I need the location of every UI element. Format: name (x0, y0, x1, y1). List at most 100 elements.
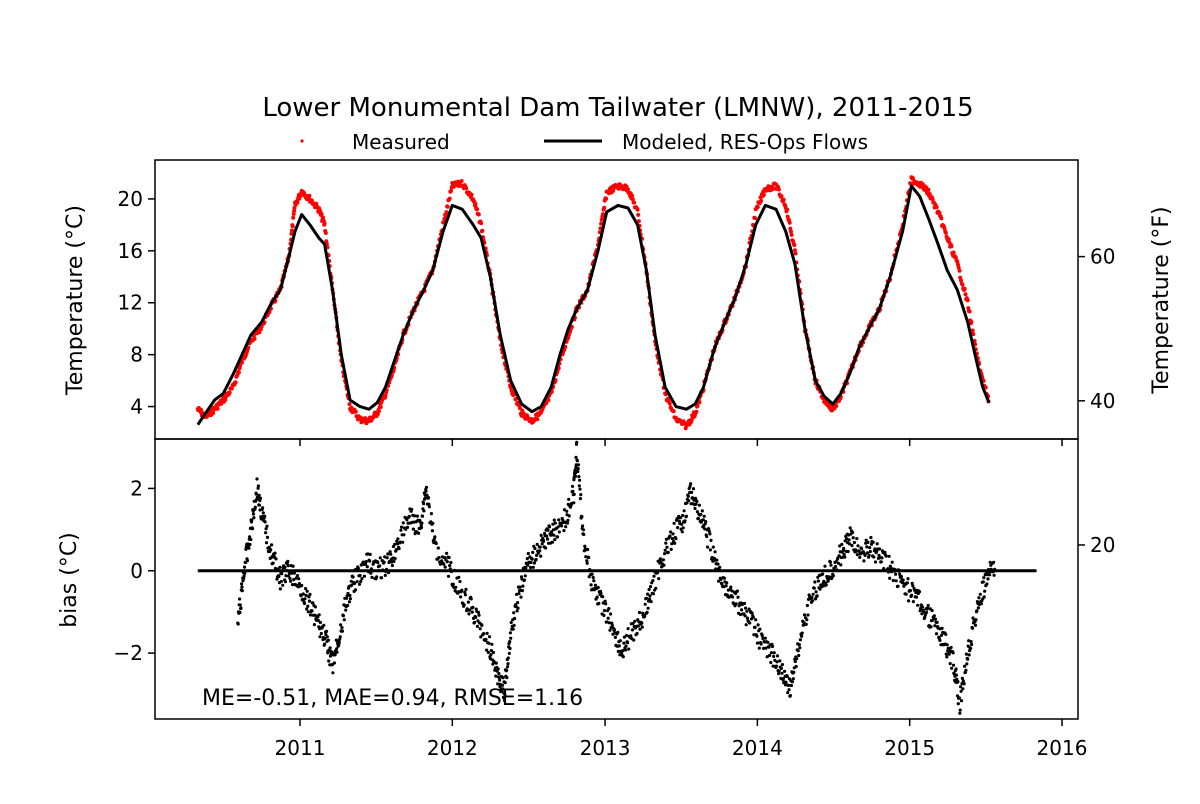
bias-point (360, 577, 364, 581)
bias-point (992, 560, 996, 565)
legend-label-measured: Measured (352, 130, 450, 154)
x-axis: 2011 2012 2013 2014 2015 2016 (275, 439, 1087, 760)
bias-point (565, 509, 569, 513)
bias-point (945, 655, 949, 659)
bias-point (555, 535, 560, 539)
bias-point (907, 599, 911, 603)
bias-point (924, 610, 929, 615)
bias-point (277, 574, 281, 579)
bias-point (945, 643, 949, 647)
bias-point (243, 571, 247, 575)
measured-point (966, 306, 971, 311)
bias-point (800, 631, 804, 635)
y-tick-label: 20 (118, 187, 143, 211)
bias-point (552, 533, 556, 537)
bias-point (837, 554, 841, 558)
bias-point (794, 664, 798, 669)
bias-point (376, 561, 380, 565)
bias-point (646, 606, 650, 610)
bias-point (464, 587, 468, 592)
bias-point (588, 569, 592, 573)
measured-point (546, 398, 551, 403)
measured-point (383, 393, 388, 398)
bias-point (678, 516, 683, 520)
bias-point (898, 572, 902, 577)
measured-point (965, 298, 970, 303)
bias-point (883, 550, 887, 554)
measured-point (307, 193, 312, 198)
bias-point (308, 613, 313, 617)
bias-point (366, 570, 371, 574)
measured-point (535, 417, 540, 422)
bias-point (551, 528, 556, 532)
bias-point (348, 597, 352, 601)
bias-point (253, 505, 257, 509)
bias-point (436, 546, 440, 550)
bias-point (242, 576, 246, 581)
bias-point (258, 496, 263, 500)
bias-point (970, 642, 974, 647)
bias-point (851, 530, 855, 535)
bias-point (337, 640, 341, 644)
bias-point (317, 613, 321, 617)
bias-point (627, 647, 631, 651)
bias-point (964, 668, 968, 672)
bias-point (311, 601, 315, 605)
bias-point (991, 570, 995, 574)
bias-point (519, 595, 523, 599)
bias-point (542, 539, 546, 543)
bias-point (648, 597, 652, 601)
bias-point (635, 631, 639, 636)
bias-point (313, 605, 317, 609)
bias-point (471, 605, 475, 609)
measured-point (930, 197, 935, 202)
bias-point (284, 574, 288, 578)
measured-point (257, 330, 262, 335)
measured-point (943, 230, 948, 235)
bias-point (777, 672, 781, 676)
bias-point (973, 623, 978, 627)
bias-point (257, 493, 261, 497)
bias-point (806, 613, 810, 617)
bias-point (531, 565, 535, 569)
bias-point (944, 632, 948, 637)
measured-point (971, 332, 976, 337)
bias-point (323, 642, 327, 646)
bias-point (264, 531, 268, 535)
bias-point (279, 579, 283, 584)
bias-point (954, 667, 958, 671)
bias-point (485, 631, 489, 636)
bias-point (764, 646, 768, 650)
bias-point (832, 568, 837, 572)
temperature-data-layer (195, 175, 991, 431)
bias-point (383, 555, 387, 559)
bias-point (546, 528, 550, 532)
measured-point (957, 268, 962, 273)
measured-point (630, 197, 635, 202)
bias-point (745, 616, 750, 620)
bias-point (814, 590, 818, 594)
bias-point (290, 583, 295, 587)
bias-point (962, 682, 966, 686)
bias-point (651, 592, 656, 596)
bias-point (930, 608, 934, 613)
bias-point (785, 674, 789, 679)
bias-point (960, 676, 965, 681)
measured-point (689, 419, 694, 424)
measured-point (211, 411, 216, 415)
bias-point (873, 560, 878, 564)
bias-point (257, 503, 262, 507)
bias-point (389, 552, 393, 556)
measured-point (459, 179, 464, 183)
bias-point (506, 665, 510, 669)
measured-point (788, 226, 793, 231)
measured-point (694, 409, 699, 414)
bias-point (959, 699, 964, 703)
y-tick-label: 0 (130, 559, 143, 583)
right-y-tick-label: 60 (1090, 245, 1115, 269)
bias-point (410, 507, 414, 511)
bias-point (702, 514, 706, 518)
bias-point (552, 518, 556, 522)
